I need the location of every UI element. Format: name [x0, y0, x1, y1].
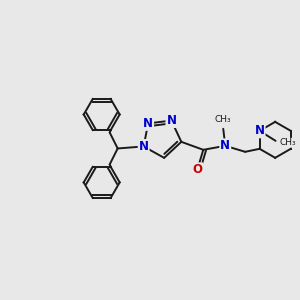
Text: CH₃: CH₃: [280, 138, 296, 147]
Text: N: N: [143, 117, 153, 130]
Text: N: N: [255, 124, 265, 137]
Text: N: N: [220, 139, 230, 152]
Text: N: N: [139, 140, 148, 153]
Text: N: N: [167, 114, 176, 127]
Text: O: O: [192, 163, 202, 176]
Text: CH₃: CH₃: [215, 115, 232, 124]
